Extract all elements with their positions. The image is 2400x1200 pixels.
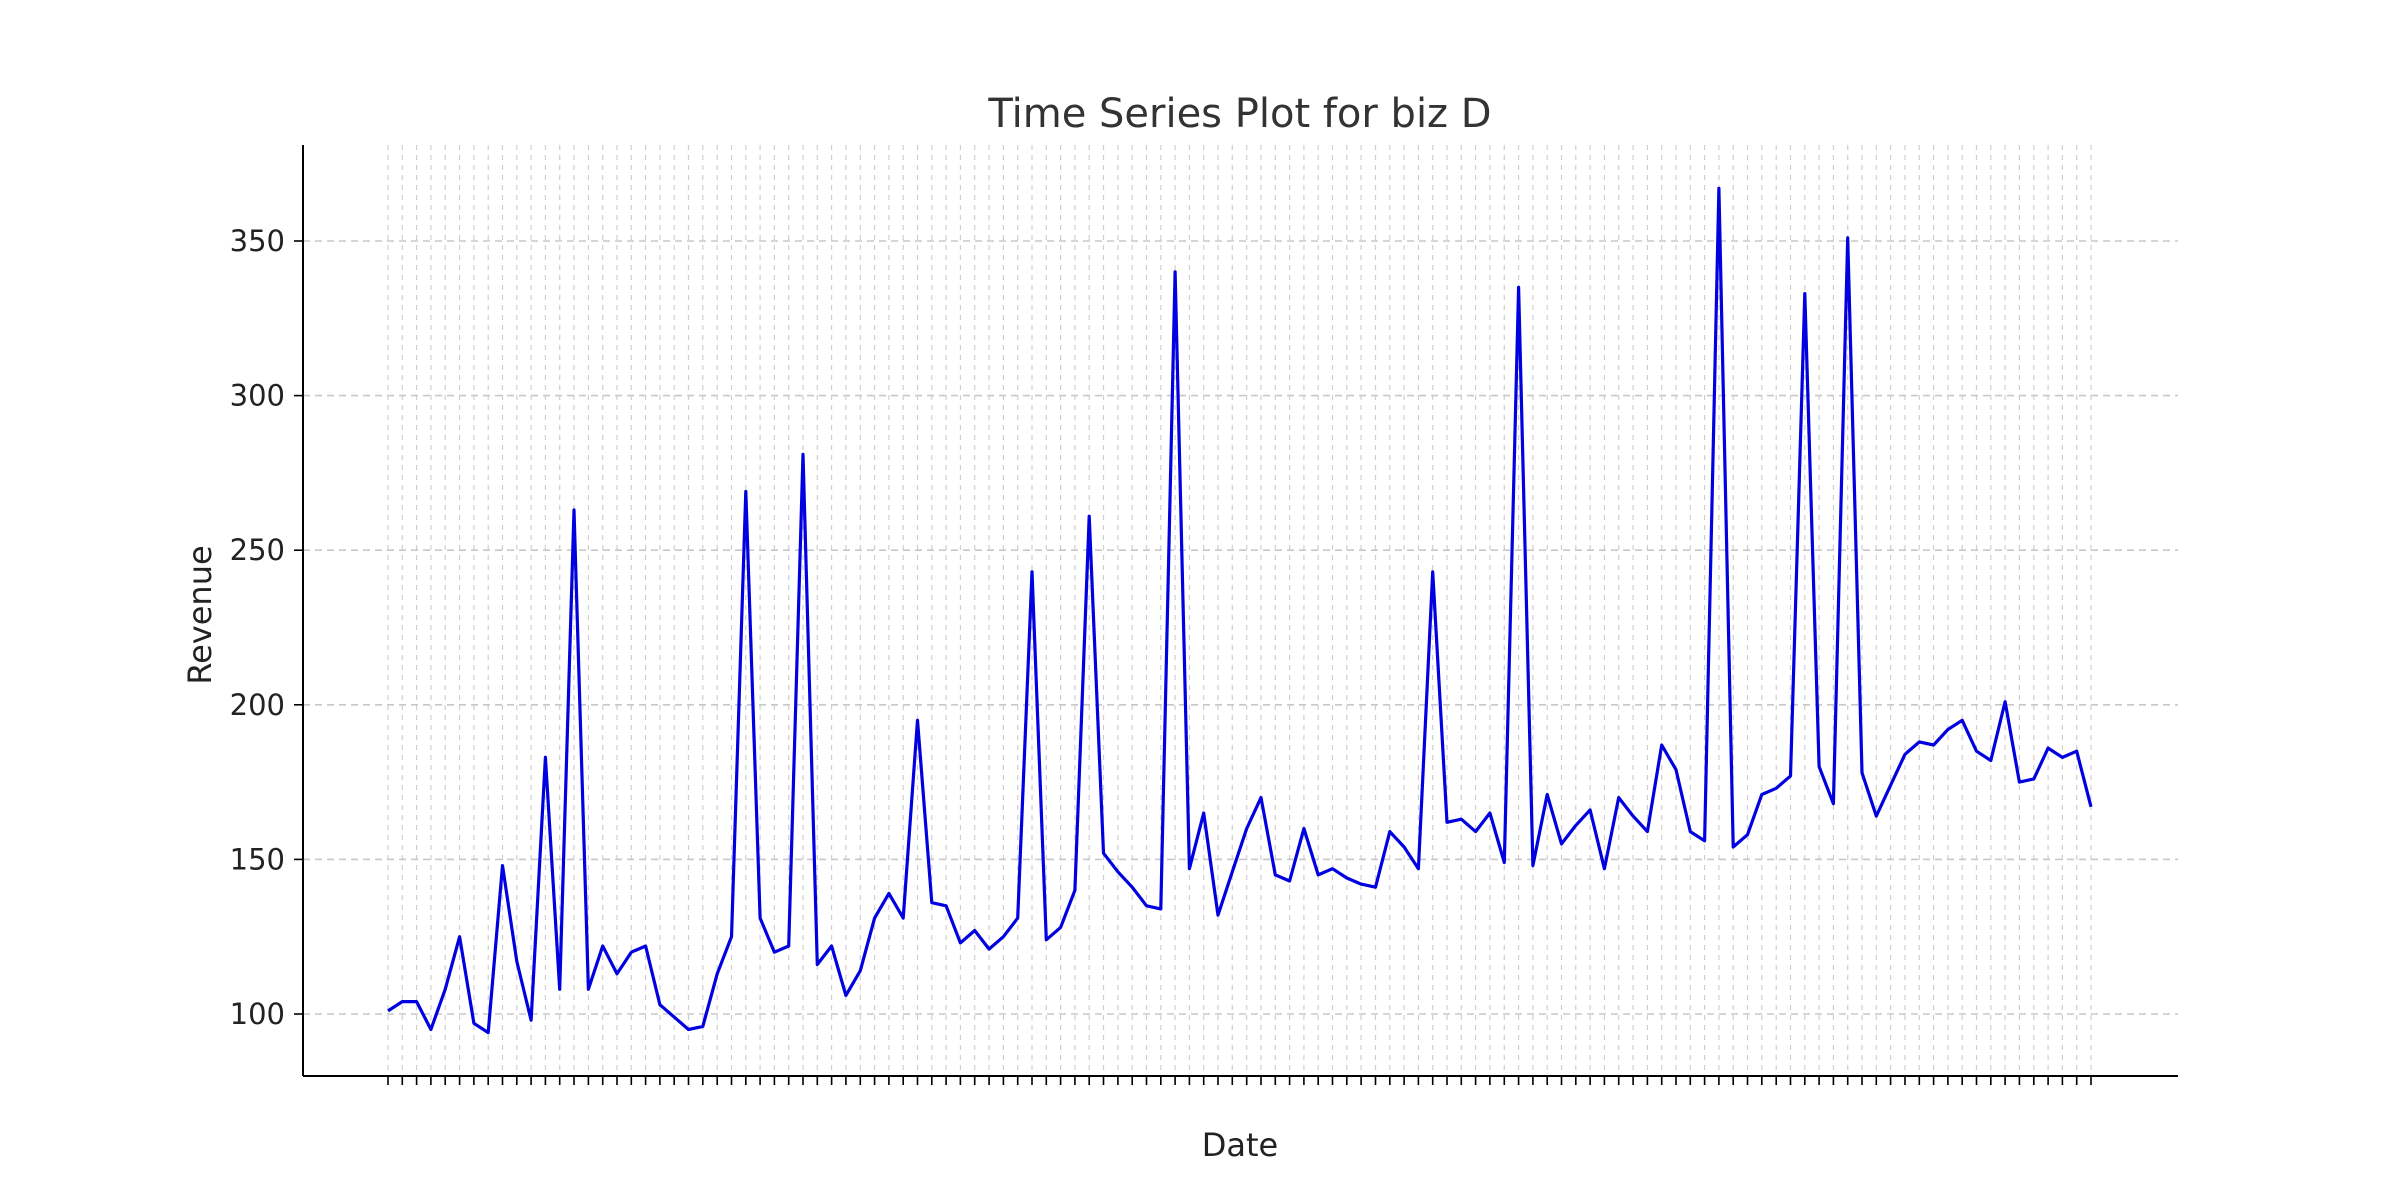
vertical-gridlines — [387, 145, 2092, 1076]
series-group — [387, 186, 2093, 1035]
axes — [302, 145, 2178, 1077]
chart-title: Time Series Plot for biz D — [987, 91, 1491, 137]
y-ticks: 100 150 200 250 300 350 — [230, 224, 303, 1031]
y-tick-label: 150 — [230, 842, 285, 876]
y-tick-label: 250 — [230, 533, 285, 567]
series-line — [387, 186, 2093, 1035]
horizontal-gridlines — [303, 240, 2178, 1015]
y-tick-label: 200 — [230, 688, 285, 722]
y-axis-label: Revenue — [181, 545, 219, 684]
x-ticks — [387, 1076, 2092, 1085]
y-tick-label: 100 — [230, 997, 285, 1031]
y-tick-label: 350 — [230, 224, 285, 258]
y-tick-label: 300 — [230, 379, 285, 413]
x-axis-label: Date — [1202, 1126, 1278, 1164]
